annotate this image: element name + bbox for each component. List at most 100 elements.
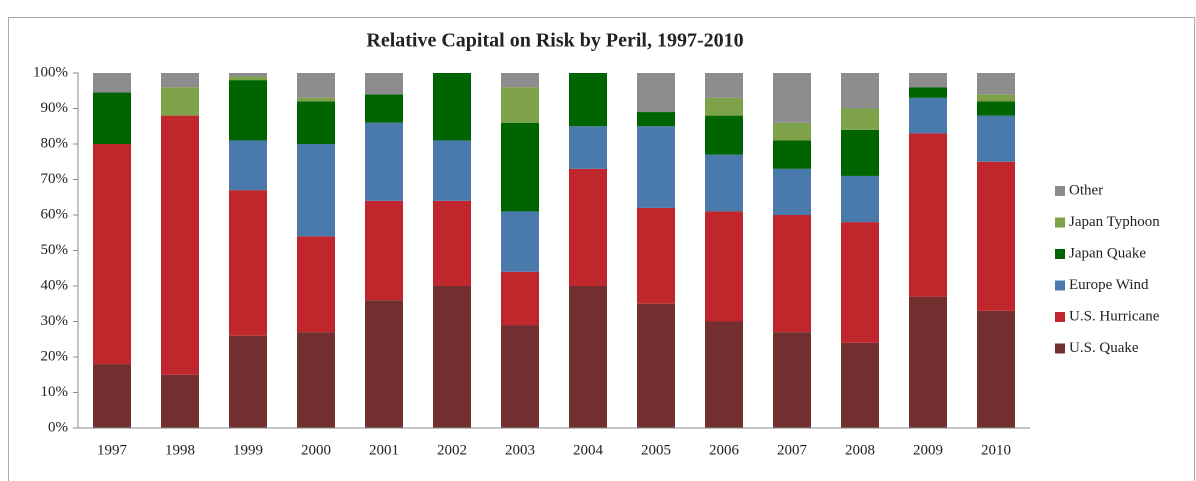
bar-segment bbox=[637, 303, 675, 428]
bar-segment bbox=[569, 73, 607, 127]
legend-swatch bbox=[1055, 217, 1065, 228]
bar-segment bbox=[501, 271, 539, 326]
bar-segment bbox=[297, 101, 335, 144]
bar-segment bbox=[841, 342, 879, 428]
bar-segment bbox=[705, 154, 743, 212]
bar-segment bbox=[637, 73, 675, 113]
legend-label: Japan Quake bbox=[1069, 245, 1146, 261]
bar-segment bbox=[433, 140, 471, 201]
bar-segment bbox=[773, 215, 811, 333]
bar-segment bbox=[909, 73, 947, 88]
bar-segment bbox=[161, 73, 199, 88]
legend-swatch bbox=[1055, 312, 1065, 322]
bar-segment bbox=[229, 73, 267, 77]
bar-segment bbox=[909, 87, 947, 98]
bar-segment bbox=[365, 94, 403, 123]
bar-segment bbox=[977, 94, 1015, 102]
bar-segment bbox=[501, 325, 539, 428]
legend-swatch bbox=[1055, 186, 1065, 196]
bar-segment bbox=[569, 126, 607, 169]
bar-segment bbox=[909, 97, 947, 134]
bar-segment bbox=[365, 122, 403, 201]
bar-segment bbox=[841, 222, 879, 343]
bar-segment bbox=[93, 144, 131, 365]
bar-segment bbox=[841, 175, 879, 223]
legend-label: Other bbox=[1069, 182, 1103, 198]
y-tick-label: 70% bbox=[41, 171, 69, 187]
bar-segment bbox=[161, 115, 199, 375]
bar-segment bbox=[637, 126, 675, 208]
bar-segment bbox=[365, 200, 403, 301]
bar-segment bbox=[365, 300, 403, 428]
bar-segment bbox=[433, 200, 471, 286]
bar-segment bbox=[161, 87, 199, 116]
x-tick-label: 2009 bbox=[913, 442, 943, 458]
bar-segment bbox=[297, 236, 335, 333]
bar-segment bbox=[841, 108, 879, 130]
y-tick-label: 20% bbox=[41, 348, 69, 364]
y-tick-label: 30% bbox=[41, 313, 69, 329]
bar-segment bbox=[637, 112, 675, 127]
bar-segment bbox=[93, 364, 131, 428]
bar-segment bbox=[229, 140, 267, 191]
bar-segment bbox=[909, 296, 947, 428]
bar-segment bbox=[977, 73, 1015, 95]
bar-segment bbox=[977, 101, 1015, 116]
x-tick-label: 2008 bbox=[845, 442, 875, 458]
bar-segment bbox=[569, 286, 607, 428]
y-tick-label: 100% bbox=[33, 64, 68, 80]
bar-segment bbox=[841, 129, 879, 176]
bar-segment bbox=[773, 168, 811, 215]
legend-label: Japan Typhoon bbox=[1069, 214, 1160, 230]
bar-segment bbox=[501, 73, 539, 88]
bar-segment bbox=[501, 122, 539, 212]
legend-label: U.S. Quake bbox=[1069, 340, 1139, 356]
bar-segment bbox=[977, 310, 1015, 428]
bar-segment bbox=[229, 80, 267, 141]
x-tick-label: 2006 bbox=[709, 442, 740, 458]
bar-segment bbox=[297, 73, 335, 98]
legend-label: U.S. Hurricane bbox=[1069, 308, 1160, 324]
bar-segment bbox=[501, 211, 539, 272]
x-tick-label: 2000 bbox=[301, 442, 331, 458]
legend-swatch bbox=[1055, 249, 1065, 259]
x-tick-label: 1997 bbox=[97, 442, 128, 458]
bar-segment bbox=[433, 73, 471, 141]
bar-segment bbox=[569, 168, 607, 286]
bar-segment bbox=[229, 76, 267, 81]
bar-segment bbox=[297, 332, 335, 428]
bar-segment bbox=[297, 144, 335, 237]
y-tick-label: 50% bbox=[41, 242, 69, 258]
x-tick-label: 2010 bbox=[981, 442, 1011, 458]
y-tick-label: 10% bbox=[41, 384, 69, 400]
bar-segment bbox=[977, 115, 1015, 162]
bar-segment bbox=[773, 122, 811, 141]
x-tick-label: 2002 bbox=[437, 442, 467, 458]
bar-segment bbox=[705, 321, 743, 428]
x-tick-label: 2005 bbox=[641, 442, 671, 458]
bar-segment bbox=[501, 87, 539, 123]
y-tick-label: 90% bbox=[41, 100, 69, 116]
y-tick-label: 0% bbox=[48, 419, 68, 435]
bar-segment bbox=[773, 73, 811, 123]
bar-segment bbox=[365, 73, 403, 95]
bar-segment bbox=[841, 73, 879, 109]
bar-segment bbox=[773, 332, 811, 428]
bar-segment bbox=[705, 211, 743, 322]
x-tick-label: 1998 bbox=[165, 442, 195, 458]
bar-segment bbox=[705, 115, 743, 155]
y-tick-label: 40% bbox=[41, 277, 69, 293]
legend-swatch bbox=[1055, 280, 1065, 291]
x-tick-label: 2003 bbox=[505, 442, 535, 458]
bar-segment bbox=[977, 161, 1015, 311]
y-tick-label: 60% bbox=[41, 206, 69, 222]
chart-title: Relative Capital on Risk by Peril, 1997-… bbox=[366, 30, 743, 52]
bar-segment bbox=[909, 133, 947, 297]
legend-swatch bbox=[1055, 343, 1065, 354]
bar-segment bbox=[705, 73, 743, 98]
bar-segment bbox=[161, 374, 199, 428]
bar-segment bbox=[433, 286, 471, 428]
bar-segment bbox=[229, 335, 267, 428]
